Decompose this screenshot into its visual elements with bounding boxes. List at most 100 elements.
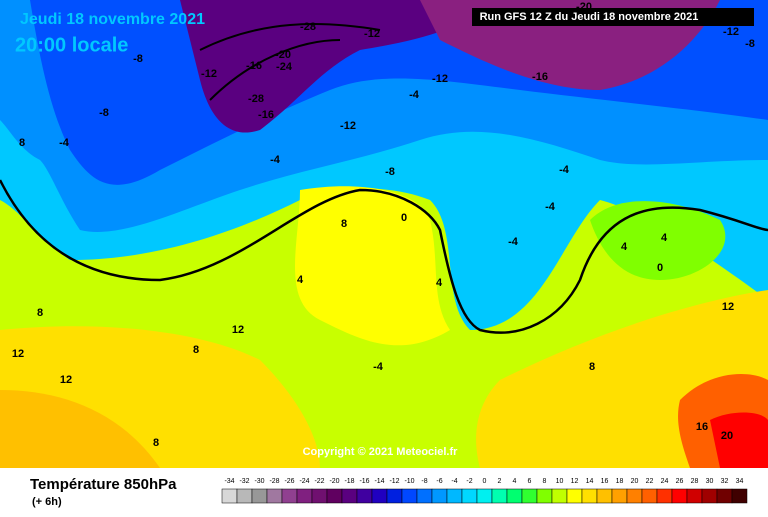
scale-swatch (491, 488, 508, 504)
run-box (472, 8, 754, 26)
scale-tick-label: -4 (451, 478, 457, 485)
scale-tick-label: 2 (498, 478, 502, 485)
scale-tick-label: -24 (299, 478, 309, 485)
scale-swatch (281, 488, 298, 504)
scale-swatch (221, 488, 238, 504)
contour-label: 12 (60, 374, 72, 386)
scale-swatch (506, 488, 523, 504)
contour-label: -4 (508, 236, 519, 248)
scale-swatch (236, 488, 253, 504)
scale-swatch (371, 488, 388, 504)
scale-swatch (266, 488, 283, 504)
scale-tick-label: -26 (284, 478, 294, 485)
scale-swatch (536, 488, 553, 504)
scale-swatch (476, 488, 493, 504)
contour-label: 0 (657, 262, 663, 274)
contour-label: 0 (401, 212, 407, 224)
scale-swatch (461, 488, 478, 504)
scale-swatch (296, 488, 313, 504)
contour-label: -8 (745, 38, 755, 50)
scale-swatch (596, 488, 613, 504)
contour-label: -20 (275, 49, 291, 61)
contour-label: -4 (59, 137, 70, 149)
scale-tick-label: 34 (736, 478, 744, 485)
run-info: Run GFS 12 Z du Jeudi 18 novembre 2021 (480, 11, 699, 23)
scale-tick-label: 26 (676, 478, 684, 485)
scale-tick-label: 8 (543, 478, 547, 485)
contour-label: -16 (258, 109, 274, 121)
contour-label: -12 (201, 68, 217, 80)
contour-label: -12 (432, 73, 448, 85)
map-labels: -28-20-24-16-12-8-12-12 -16-20-12-8-28-16… (12, 1, 755, 449)
scale-tick-label: -16 (359, 478, 369, 485)
scale-tick-label: 22 (646, 478, 654, 485)
scale-swatch (311, 488, 328, 504)
contour-label: -28 (248, 93, 264, 105)
scale-swatch (251, 488, 268, 504)
scale-tick-label: 14 (586, 478, 594, 485)
scale-swatch (401, 488, 418, 504)
contour-label: -8 (99, 107, 109, 119)
scale-swatch (626, 488, 643, 504)
scale-swatch (326, 488, 343, 504)
contour-label: -8 (385, 166, 395, 178)
contour-label: 8 (19, 137, 25, 149)
contour-label: -28 (300, 21, 316, 33)
scale-swatch (716, 488, 733, 504)
contour-label: 12 (232, 324, 244, 336)
contour-label: 4 (621, 241, 628, 253)
contour-label: -12 (364, 28, 380, 40)
scale-swatch (581, 488, 598, 504)
contour-label: -4 (409, 89, 420, 101)
scale-tick-label: 4 (513, 478, 517, 485)
scale-tick-label: 18 (616, 478, 624, 485)
map-time: 20:00 locale (15, 34, 128, 56)
color-scale: -34 -32 -30 -28 -26 -24 -22 -20 -18 -16 -14 -12 -10-… (221, 478, 748, 504)
contour-label: -12 (340, 120, 356, 132)
scale-tick-label: -32 (239, 478, 249, 485)
contour-label: -16 (532, 71, 548, 83)
contour-label: 4 (436, 277, 443, 289)
scale-swatch (446, 488, 463, 504)
scale-tick-label: -22 (314, 478, 324, 485)
contour-label: 4 (297, 274, 304, 286)
scale-tick-label: -30 (254, 478, 264, 485)
scale-swatch (686, 488, 703, 504)
scale-swatch (671, 488, 688, 504)
scale-tick-label: 30 (706, 478, 714, 485)
contour-label: -8 (133, 53, 143, 65)
contour-label: -24 (276, 61, 293, 73)
scale-swatch (356, 488, 373, 504)
copyright: Copyright © 2021 Meteociel.fr (303, 446, 459, 458)
contour-label: 8 (37, 307, 43, 319)
scale-tick-label: -10 (404, 478, 414, 485)
scale-tick-label: -20 (329, 478, 339, 485)
contour-label: -4 (373, 361, 384, 373)
scale-tick-label: 0 (483, 478, 487, 485)
scale-swatch (341, 488, 358, 504)
map-background (0, 0, 768, 468)
scale-tick-label: 20 (631, 478, 639, 485)
scale-tick-label: -28 (269, 478, 279, 485)
scale-tick-label: 32 (721, 478, 729, 485)
scale-tick-label: 12 (571, 478, 579, 485)
scale-tick-label: 24 (661, 478, 669, 485)
legend-title: Température 850hPa (30, 476, 177, 493)
scale-tick-label: -14 (374, 478, 384, 485)
scale-tick-label: -18 (344, 478, 354, 485)
scale-tick-label: -6 (436, 478, 442, 485)
contour-label: -16 (246, 60, 262, 72)
scale-swatch (566, 488, 583, 504)
scale-swatch (521, 488, 538, 504)
contour-label: 20 (721, 430, 733, 442)
scale-swatch (431, 488, 448, 504)
scale-tick-label: -2 (466, 478, 472, 485)
scale-tick-label: 10 (556, 478, 564, 485)
legend-subtitle: (+ 6h) (32, 496, 62, 508)
contour-label: 4 (661, 232, 668, 244)
contour-label: 8 (193, 344, 199, 356)
scale-tick-label: 16 (601, 478, 609, 485)
contour-label: 12 (722, 301, 734, 313)
contour-label: 8 (589, 361, 595, 373)
